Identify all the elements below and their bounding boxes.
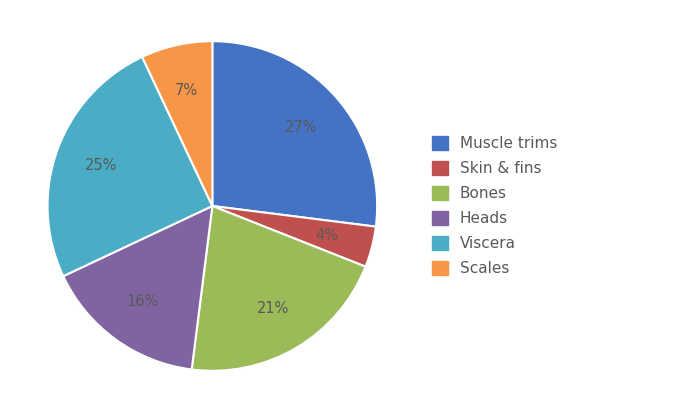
Wedge shape xyxy=(63,206,212,370)
Wedge shape xyxy=(192,206,366,371)
Text: 16%: 16% xyxy=(127,295,159,309)
Text: 25%: 25% xyxy=(84,158,117,173)
Text: 7%: 7% xyxy=(175,83,198,98)
Wedge shape xyxy=(47,57,212,276)
Text: 21%: 21% xyxy=(257,301,289,316)
Legend: Muscle trims, Skin & fins, Bones, Heads, Viscera, Scales: Muscle trims, Skin & fins, Bones, Heads,… xyxy=(432,136,557,276)
Text: 27%: 27% xyxy=(285,120,318,135)
Text: 4%: 4% xyxy=(316,228,339,243)
Wedge shape xyxy=(142,41,212,206)
Wedge shape xyxy=(212,206,376,267)
Wedge shape xyxy=(212,41,377,227)
